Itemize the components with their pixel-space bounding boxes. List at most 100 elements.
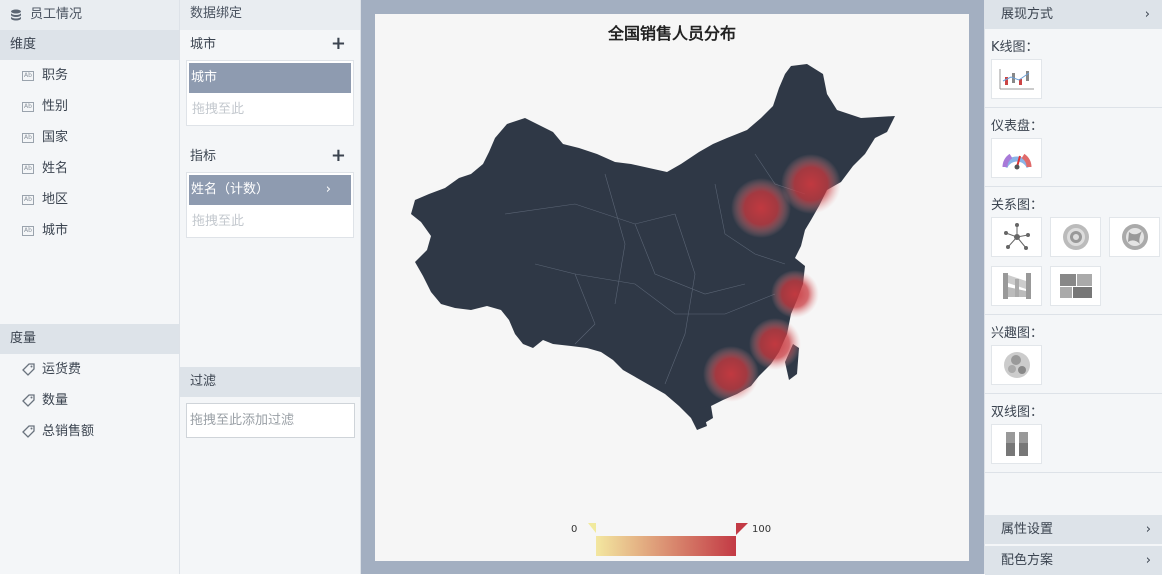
dual-label: 双线图： [991, 405, 1044, 420]
heat-spot-shenyang [781, 154, 841, 214]
palette-header[interactable]: 配色方案 › [985, 546, 1162, 575]
legend-max-handle [736, 523, 748, 535]
metric-section-label: 指标 [190, 149, 217, 164]
dimension-label: 姓名 [42, 161, 69, 176]
add-metric-button[interactable]: + [330, 145, 346, 166]
chevron-right-icon[interactable]: › [325, 182, 331, 197]
dimension-item-country[interactable]: Ab 国家 [0, 122, 179, 153]
field-panel: 员工情况 维度 Ab 职务 Ab 性别 Ab 国家 Ab 姓名 Ab 地区 Ab 城市 度量… [0, 0, 180, 574]
filter-dropzone[interactable]: 拖拽至此添加过滤 [186, 403, 355, 438]
measure-item-quantity[interactable]: 数量 [0, 385, 179, 416]
text-field-icon: Ab [22, 70, 34, 81]
hainan-island [695, 406, 713, 424]
dimension-item-city[interactable]: Ab 城市 [0, 215, 179, 246]
properties-header[interactable]: 属性设置 › [985, 515, 1162, 544]
database-icon [11, 9, 21, 21]
china-map-shape [411, 64, 895, 430]
palette-label: 配色方案 [1001, 553, 1054, 568]
dimension-label: 性别 [42, 99, 69, 114]
measure-item-total-sales[interactable]: 总销售额 [0, 416, 179, 447]
sankey-icon [1002, 273, 1031, 299]
text-field-icon: Ab [22, 225, 34, 236]
sankey-chart-thumb[interactable] [991, 266, 1042, 306]
concentric-chart-thumb[interactable] [1050, 217, 1101, 257]
measures-header: 度量 [0, 324, 179, 354]
measure-label: 数量 [42, 393, 69, 408]
dimension-item-name[interactable]: Ab 姓名 [0, 153, 179, 184]
city-field-chip[interactable]: 城市 [189, 63, 351, 93]
text-field-icon: Ab [22, 132, 34, 143]
heat-spot-beijing [731, 178, 791, 238]
text-field-icon: Ab [22, 163, 34, 174]
city-section-header: 城市 + [180, 30, 360, 60]
dimension-label: 地区 [42, 192, 69, 207]
filter-header: 过滤 [180, 367, 360, 397]
candlestick-chart-icon [999, 69, 1034, 90]
legend-min-handle [588, 523, 596, 533]
measure-item-freight[interactable]: 运货费 [0, 354, 179, 385]
gauge-icon [1001, 153, 1032, 170]
chevron-right-icon: › [1145, 522, 1151, 537]
chevron-right-icon: › [1145, 553, 1151, 568]
measure-label: 总销售额 [42, 424, 95, 439]
network-chart-thumb[interactable] [991, 217, 1042, 257]
display-mode-header[interactable]: 展现方式 › [985, 0, 1162, 29]
dimension-item-region[interactable]: Ab 地区 [0, 184, 179, 215]
dimension-label: 城市 [42, 223, 69, 238]
chart-canvas-area: 全国销售人员分布 [361, 0, 984, 574]
dual-chart-thumb[interactable] [991, 424, 1042, 464]
chevron-right-icon: › [1144, 7, 1150, 22]
kline-label: K线图： [991, 40, 1039, 55]
text-field-icon: Ab [22, 101, 34, 112]
dimension-item-gender[interactable]: Ab 性别 [0, 91, 179, 122]
bubble-chart-thumb[interactable] [991, 345, 1042, 385]
legend-min-label: 0 [571, 524, 578, 535]
heat-spot-guangzhou [703, 346, 759, 402]
map-chart: 全国销售人员分布 [375, 14, 969, 561]
dataset-title[interactable]: 员工情况 [0, 0, 179, 30]
data-binding-panel: 数据绑定 城市 + 城市 拖拽至此 指标 + 姓名（计数） › 拖拽至此 过滤 拖… [180, 0, 361, 574]
measure-tag-icon [22, 363, 35, 376]
city-chip-label: 城市 [191, 70, 218, 85]
properties-label: 属性设置 [1001, 522, 1054, 537]
chart-title: 全国销售人员分布 [607, 24, 736, 43]
treemap-chart-thumb[interactable] [1050, 266, 1101, 306]
city-drop-hint: 拖拽至此 [192, 102, 245, 117]
heat-spot-fujian [749, 318, 801, 370]
dimension-item-position[interactable]: Ab 职务 [0, 60, 179, 91]
kline-chart-thumb[interactable] [991, 59, 1042, 99]
metric-drop-hint: 拖拽至此 [192, 214, 245, 229]
dual-bar-icon [1005, 432, 1028, 456]
measure-tag-icon [22, 394, 35, 407]
bubble-chart-icon [1003, 352, 1030, 378]
city-dropzone[interactable]: 城市 拖拽至此 [186, 60, 354, 126]
gauge-chart-thumb[interactable] [991, 138, 1042, 178]
chord-chart-thumb[interactable] [1109, 217, 1160, 257]
dataset-title-label: 员工情况 [30, 7, 83, 22]
legend-gradient-bar [596, 536, 736, 556]
measure-tag-icon [22, 425, 35, 438]
metric-chip-label: 姓名（计数） [191, 182, 270, 197]
dimension-label: 国家 [42, 130, 69, 145]
add-city-button[interactable]: + [330, 33, 346, 54]
network-graph-icon [1003, 223, 1030, 250]
concentric-circles-icon [1062, 224, 1089, 250]
metric-field-chip[interactable]: 姓名（计数） › [189, 175, 351, 205]
display-mode-label: 展现方式 [1001, 7, 1054, 22]
dimension-label: 职务 [42, 68, 69, 83]
measure-label: 运货费 [42, 362, 82, 377]
legend-max-label: 100 [752, 524, 772, 535]
metric-section-header: 指标 + [180, 142, 360, 172]
heat-spot-shanghai [771, 270, 819, 318]
binding-title: 数据绑定 [180, 0, 360, 30]
metric-dropzone[interactable]: 姓名（计数） › 拖拽至此 [186, 172, 354, 238]
dimensions-header: 维度 [0, 30, 179, 60]
gauge-label: 仪表盘： [991, 119, 1044, 134]
treemap-icon [1059, 274, 1092, 298]
chart-type-panel: 展现方式 › K线图： 仪表盘： 关系图： 兴趣图： [984, 0, 1162, 575]
chord-diagram-icon [1121, 224, 1148, 250]
relation-label: 关系图： [991, 198, 1044, 213]
city-section-label: 城市 [190, 37, 217, 52]
text-field-icon: Ab [22, 194, 34, 205]
china-map-svg [411, 64, 895, 556]
